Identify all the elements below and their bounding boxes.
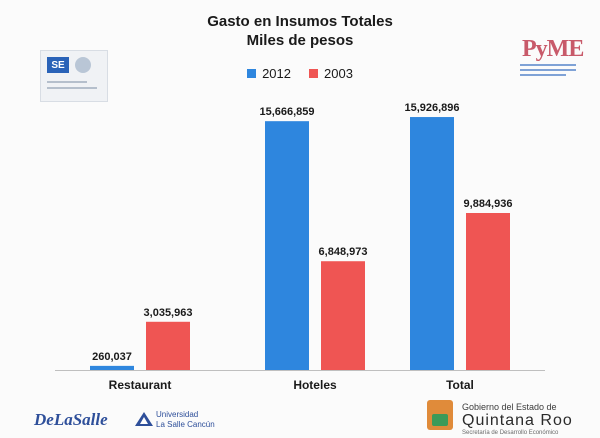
bar-restaurant-2003 [146, 321, 190, 370]
legend-swatch-2003 [309, 69, 318, 78]
gobierno-line3: Secretaría de Desarrollo Económico [462, 430, 559, 436]
category-label-hoteles: Hoteles [293, 378, 337, 392]
se-logo-mark: SE [47, 57, 69, 73]
delasalle-logo: DeLaSalle [34, 410, 108, 429]
legend-label-2003: 2003 [324, 66, 353, 81]
mexico-seal-icon [75, 57, 91, 73]
universidad-line2: La Salle Cancún [156, 420, 215, 429]
data-label-total-2003: 9,884,936 [464, 198, 513, 210]
pyme-logo-icon: PyME [516, 34, 584, 80]
data-label-restaurant-2012: 260,037 [92, 351, 132, 363]
chart-title: Gasto en Insumos Totales [207, 13, 393, 30]
gobierno-line2: Quintana Roo [462, 412, 573, 429]
pyme-logo-mark: PyME [522, 36, 584, 62]
chart-subtitle: Miles de pesos [246, 32, 354, 49]
bar-hoteles-2012 [265, 121, 309, 370]
bar-hoteles-2003 [321, 261, 365, 370]
bar-chart: 260,037 3,035,963 Restaurant 15,666,859 6,84… [55, 102, 545, 392]
universidad-la-salle-icon [135, 412, 153, 426]
universidad-la-salle-text: Universidad La Salle Cancún [156, 410, 215, 430]
legend-item-2012: 2012 [247, 66, 291, 81]
category-label-total: Total [446, 378, 474, 392]
legend-label-2012: 2012 [262, 66, 291, 81]
gobierno-line1: Gobierno del Estado de [462, 402, 557, 412]
bar-total-2003 [466, 213, 510, 370]
data-label-restaurant-2003: 3,035,963 [144, 307, 193, 319]
bar-total-2012 [410, 117, 454, 370]
universidad-line1: Universidad [156, 410, 199, 419]
data-label-hoteles-2012: 15,666,859 [259, 106, 314, 118]
bar-restaurant-2012 [90, 365, 134, 370]
data-label-hoteles-2003: 6,848,973 [319, 246, 368, 258]
chart-title-block: Gasto en Insumos Totales Miles de pesos [150, 12, 450, 50]
quintana-roo-emblem-icon [427, 400, 453, 430]
se-logo-icon: SE [40, 50, 108, 102]
legend-swatch-2012 [247, 69, 257, 78]
chart-legend: 2012 2003 [0, 66, 600, 81]
category-label-restaurant: Restaurant [109, 378, 172, 392]
legend-item-2003: 2003 [309, 66, 353, 81]
data-label-total-2012: 15,926,896 [404, 102, 459, 114]
